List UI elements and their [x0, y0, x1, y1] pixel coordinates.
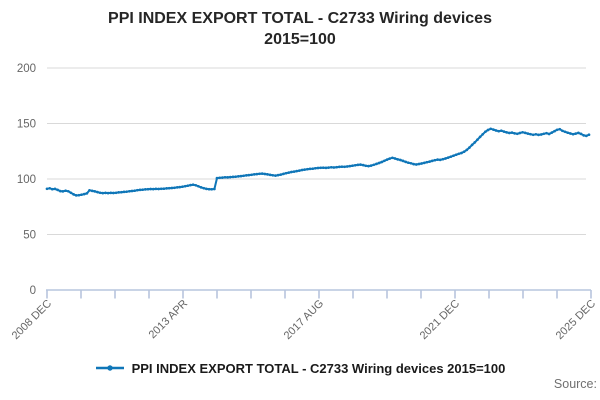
y-axis-labels: 0 50 100 150 200 — [17, 63, 36, 297]
x-tick-label: 2017 AUG — [282, 298, 326, 342]
y-gridlines — [47, 67, 586, 235]
x-ticks — [46, 290, 592, 299]
y-tick-label: 200 — [17, 63, 36, 75]
legend-label: PPI INDEX EXPORT TOTAL - C2733 Wiring de… — [131, 360, 506, 376]
y-tick-label: 100 — [17, 174, 36, 186]
legend-marker-icon — [95, 365, 124, 371]
chart-title-line1: PPI INDEX EXPORT TOTAL - C2733 Wiring de… — [108, 10, 492, 27]
x-tick-label: 2025 DEC — [554, 298, 598, 342]
x-tick-label: 2008 DEC — [10, 298, 54, 342]
x-tick-label: 2021 DEC — [418, 298, 462, 342]
source-label: Source: — [553, 377, 597, 391]
series-markers — [45, 127, 591, 197]
y-tick-label: 50 — [23, 230, 36, 242]
y-tick-label: 150 — [17, 119, 36, 131]
x-axis-labels: 2008 DEC 2013 APR 2017 AUG 2021 DEC 2025 DEC — [10, 298, 598, 342]
y-tick-label: 0 — [30, 285, 36, 297]
chart-title: PPI INDEX EXPORT TOTAL - C2733 Wiring de… — [0, 8, 600, 50]
series-line — [46, 127, 590, 197]
x-tick-label: 2013 APR — [147, 298, 191, 342]
legend: PPI INDEX EXPORT TOTAL - C2733 Wiring de… — [0, 359, 600, 377]
chart-title-line2: 2015=100 — [264, 31, 336, 48]
